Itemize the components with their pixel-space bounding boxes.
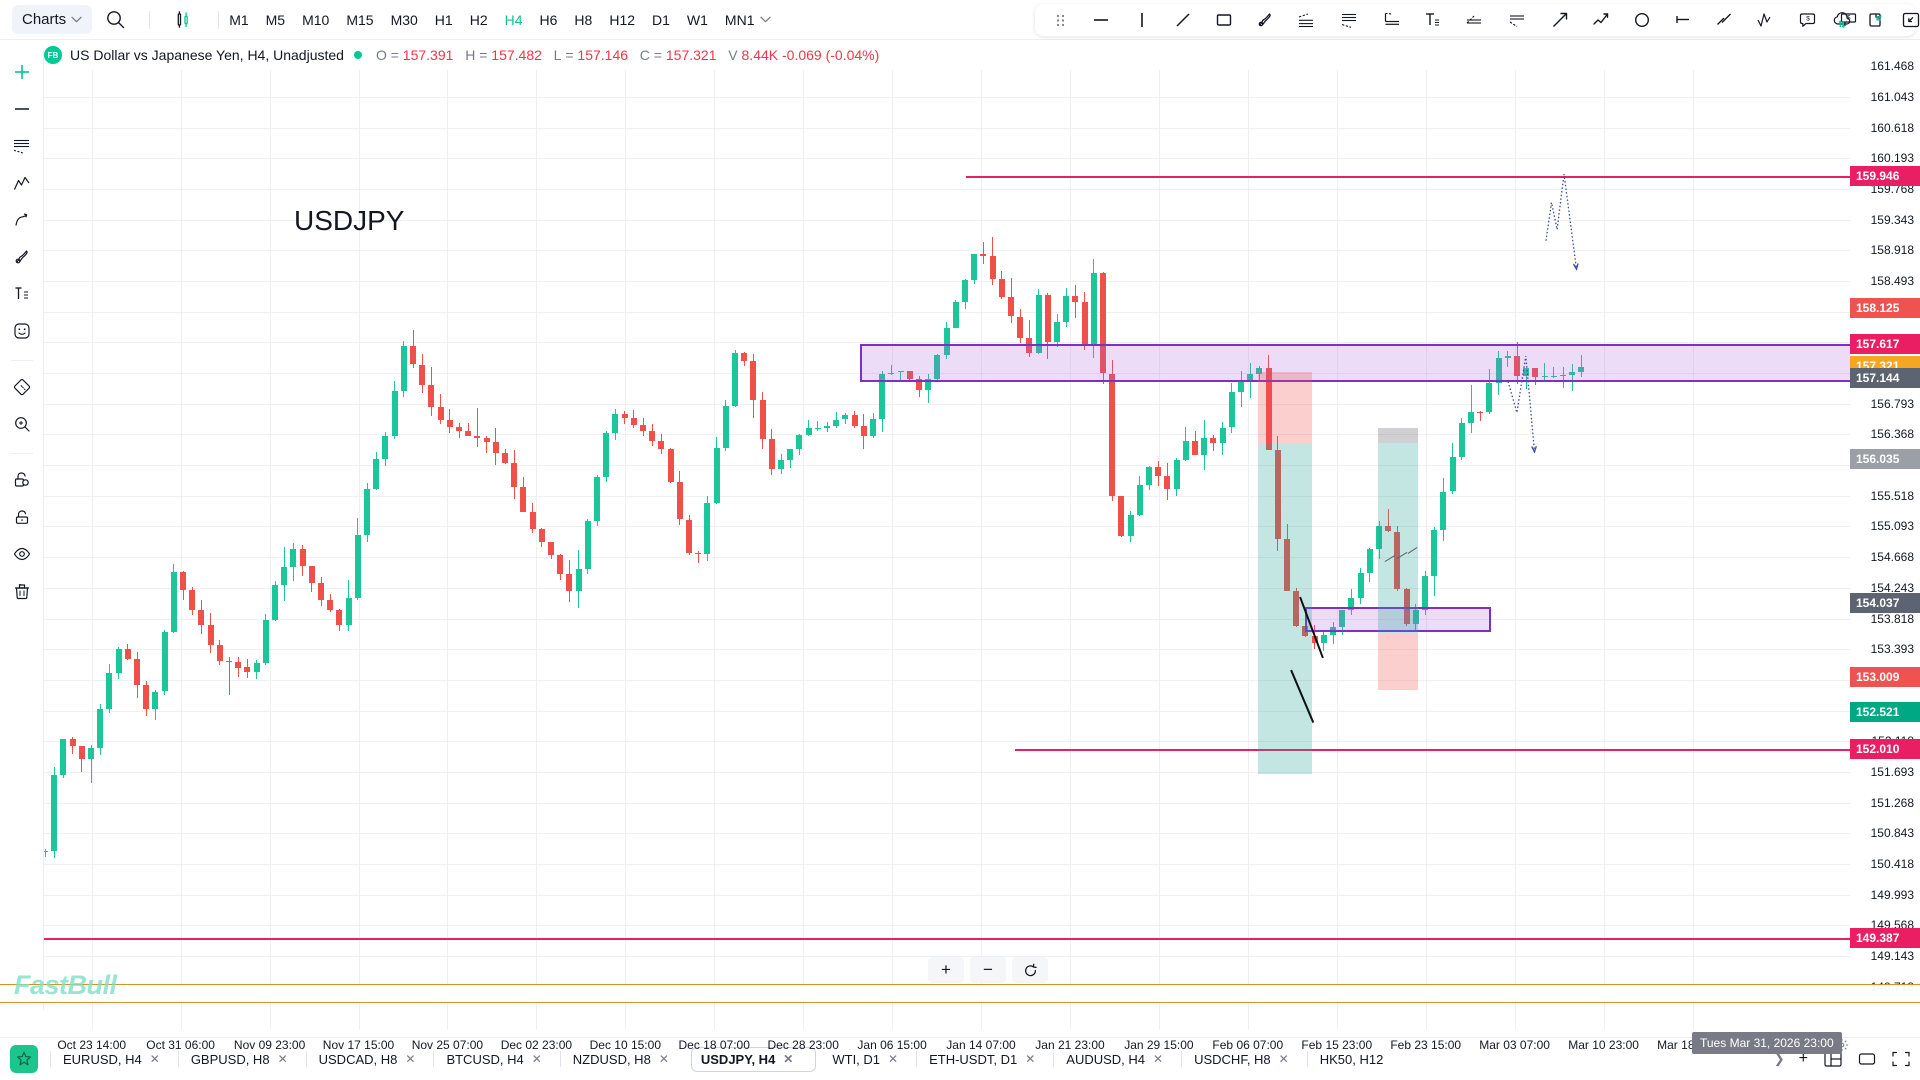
svg-text:$: $ xyxy=(1806,16,1810,23)
